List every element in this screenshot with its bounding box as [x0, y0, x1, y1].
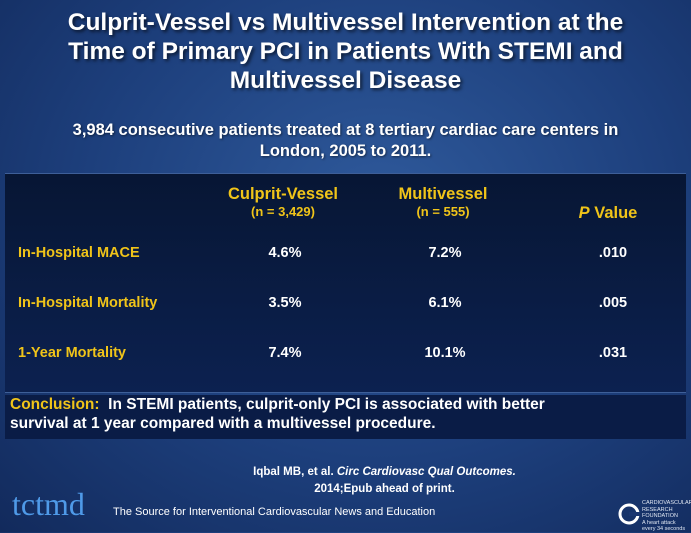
- cell-hosp-mortality-p: .005: [598, 295, 628, 311]
- row-label-hospital-mortality: In-Hospital Mortality: [18, 295, 158, 311]
- results-table: Culprit-Vessel (n = 3,429) Multivessel (…: [5, 173, 686, 393]
- citation-line-1: Iqbal MB, et al. Circ Cardiovasc Qual Ou…: [0, 466, 691, 478]
- header-multivessel: Multivessel (n = 555): [373, 185, 513, 220]
- crf-logo-icon: [618, 503, 640, 525]
- subtitle-line-1: 3,984 consecutive patients treated at 8 …: [72, 121, 619, 139]
- crf-line-4: A heart attack every 34 seconds: [642, 519, 686, 533]
- cell-mace-multi: 7.2%: [428, 245, 462, 261]
- header-p-value: P Value: [553, 204, 663, 223]
- cell-1yr-mortality-multi: 10.1%: [424, 345, 466, 361]
- conclusion-label: Conclusion:: [10, 396, 100, 413]
- header-p-italic: P: [578, 204, 590, 222]
- header-multi-label: Multivessel: [398, 185, 488, 203]
- header-culprit-label: Culprit-Vessel: [227, 185, 339, 203]
- cell-1yr-mortality-culprit: 7.4%: [268, 345, 302, 361]
- conclusion-line-1: Conclusion: In STEMI patients, culprit-o…: [10, 395, 681, 414]
- crf-line-3: FOUNDATION: [642, 513, 678, 519]
- row-label-mace: In-Hospital MACE: [18, 245, 140, 261]
- cell-mace-p: .010: [598, 245, 628, 261]
- cell-hosp-mortality-culprit: 3.5%: [268, 295, 302, 311]
- slide-subtitle: 3,984 consecutive patients treated at 8 …: [10, 120, 681, 162]
- slide-title: Culprit-Vessel vs Multivessel Interventi…: [10, 8, 681, 95]
- footer-tagline: The Source for Interventional Cardiovasc…: [113, 506, 436, 518]
- subtitle-line-2: London, 2005 to 2011.: [259, 142, 432, 160]
- title-line-1: Culprit-Vessel vs Multivessel Interventi…: [67, 9, 624, 36]
- citation-line-2: 2014;Epub ahead of print.: [314, 483, 455, 495]
- crf-wordmark: CARDIOVASCULAR RESEARCH FOUNDATION A hea…: [642, 500, 691, 533]
- conclusion-line-2: survival at 1 year compared with a multi…: [10, 415, 436, 432]
- conclusion-text-1: In STEMI patients, culprit-only PCI is a…: [99, 396, 545, 413]
- cell-mace-culprit: 4.6%: [268, 245, 302, 261]
- citation-journal: Circ Cardiovasc Qual Outcomes.: [336, 466, 516, 478]
- row-label-1yr-mortality: 1-Year Mortality: [18, 345, 126, 361]
- conclusion-box: Conclusion: In STEMI patients, culprit-o…: [5, 395, 686, 439]
- header-multi-n: (n = 555): [416, 204, 470, 219]
- header-p-rest: Value: [589, 204, 638, 222]
- title-line-3: Multivessel Disease: [229, 67, 462, 94]
- cell-hosp-mortality-multi: 6.1%: [428, 295, 462, 311]
- crf-line-2: RESEARCH: [642, 506, 673, 513]
- citation-author: Iqbal MB, et al.: [253, 466, 337, 478]
- title-line-2: Time of Primary PCI in Patients With STE…: [68, 38, 623, 65]
- header-culprit-vessel: Culprit-Vessel (n = 3,429): [203, 185, 363, 220]
- crf-line-1: CARDIOVASCULAR: [642, 500, 691, 506]
- tctmd-logo: tctmd: [12, 486, 85, 522]
- header-culprit-n: (n = 3,429): [251, 204, 315, 219]
- cell-1yr-mortality-p: .031: [598, 345, 628, 361]
